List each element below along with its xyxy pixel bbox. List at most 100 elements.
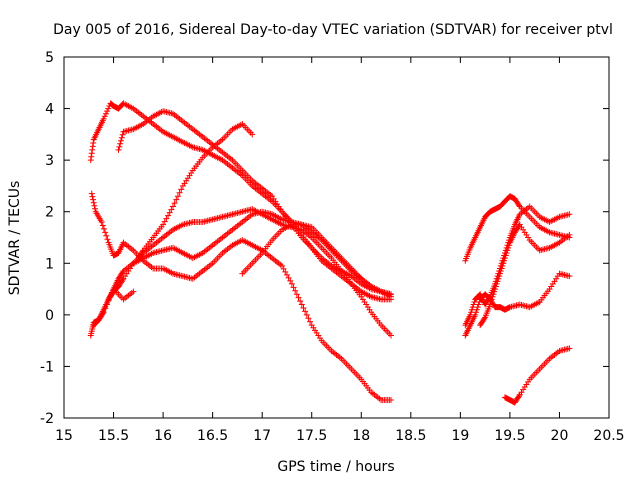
data-point <box>101 113 108 120</box>
data-point <box>474 304 481 311</box>
data-point <box>307 318 314 325</box>
data-point <box>300 304 307 311</box>
data-point <box>303 311 310 318</box>
x-tick-label: 17.5 <box>296 428 327 444</box>
data-point <box>171 200 178 207</box>
data-point <box>305 315 312 322</box>
data-point <box>279 262 285 269</box>
x-tick-label: 19 <box>451 428 469 444</box>
plot-frame <box>63 56 610 419</box>
data-point <box>99 310 106 317</box>
data-point <box>496 273 503 280</box>
series-arc-8 <box>90 286 137 329</box>
data-point <box>566 231 573 238</box>
data-point <box>118 134 125 141</box>
data-point <box>488 296 495 303</box>
data-point <box>104 236 111 243</box>
y-tick-label: 2 <box>45 205 54 221</box>
data-point <box>249 131 256 138</box>
y-axis-label: SDTVAR / TECUs <box>7 181 23 296</box>
x-tick-label: 17 <box>253 428 271 444</box>
data-point <box>298 301 305 308</box>
data-point <box>117 140 124 147</box>
y-tick-label: -1 <box>40 359 54 375</box>
x-axis: 15 15.5 16 16.5 17 17.5 18 18.5 19 19.5 20 20.5 <box>55 57 625 444</box>
series-arc-7 <box>239 221 394 298</box>
data-point <box>161 218 168 225</box>
data-point <box>297 298 304 305</box>
data-point <box>163 215 170 222</box>
data-point <box>506 242 513 249</box>
data-point <box>178 186 185 193</box>
data-point <box>165 212 172 219</box>
x-tick-label: 18.5 <box>395 428 426 444</box>
data-point <box>505 244 512 251</box>
data-point <box>285 274 292 281</box>
x-tick-label: 15 <box>55 428 73 444</box>
data-point <box>490 291 497 298</box>
data-point <box>515 202 522 209</box>
data-point <box>497 270 503 277</box>
data-point <box>100 225 107 232</box>
data-point <box>92 205 99 212</box>
data-point <box>481 315 488 322</box>
data-point <box>90 196 97 203</box>
data-point <box>515 393 522 400</box>
data-point <box>91 202 98 209</box>
data-point <box>89 193 96 200</box>
x-tick-label: 18 <box>352 428 370 444</box>
data-point <box>566 273 573 280</box>
data-point <box>116 143 123 150</box>
x-tick-label: 20.5 <box>593 428 624 444</box>
x-tick-label: 15.5 <box>98 428 129 444</box>
data-point <box>292 287 299 294</box>
data-point <box>302 308 309 315</box>
data-point <box>103 232 110 239</box>
data-point <box>501 255 508 262</box>
data-point <box>476 298 483 305</box>
data-point <box>494 278 501 285</box>
series-arc-12 <box>477 221 573 329</box>
y-tick-label: -2 <box>40 411 54 427</box>
data-point <box>90 199 97 206</box>
data-point <box>498 265 505 272</box>
data-point <box>102 229 109 236</box>
y-tick-label: 0 <box>45 308 54 324</box>
chart-title: Day 005 of 2016, Sidereal Day-to-day VTE… <box>53 22 613 38</box>
data-point <box>119 131 126 138</box>
data-point <box>287 277 294 284</box>
data-point <box>290 284 297 291</box>
data-point <box>388 396 394 403</box>
data-point <box>492 286 499 293</box>
x-tick-label: 16.5 <box>197 428 228 444</box>
series-arc-5 <box>87 206 394 339</box>
data-point <box>493 280 500 287</box>
x-axis-label: GPS time / hours <box>277 459 394 475</box>
data-point <box>280 265 287 272</box>
data-point <box>495 275 502 282</box>
data-point <box>487 298 494 305</box>
data-point <box>170 203 176 210</box>
data-point <box>497 268 504 275</box>
data-point <box>107 293 114 300</box>
data-point <box>283 271 290 278</box>
data-point <box>115 146 122 153</box>
data-point <box>282 268 289 275</box>
data-point <box>295 294 302 301</box>
data-point <box>475 301 482 308</box>
data-point <box>566 211 573 218</box>
y-tick-label: 5 <box>45 50 54 66</box>
data-point <box>102 110 109 117</box>
y-tick-label: 3 <box>45 153 54 169</box>
data-point <box>105 105 112 112</box>
x-tick-label: 16 <box>154 428 172 444</box>
data-point <box>176 189 183 196</box>
series-arc-11 <box>462 270 573 339</box>
data-point <box>166 209 173 216</box>
data-point <box>100 115 107 122</box>
data-point <box>502 252 509 259</box>
data-point <box>473 309 480 316</box>
series-arc-13 <box>501 345 573 406</box>
data-point <box>117 137 124 144</box>
data-point <box>130 288 137 295</box>
